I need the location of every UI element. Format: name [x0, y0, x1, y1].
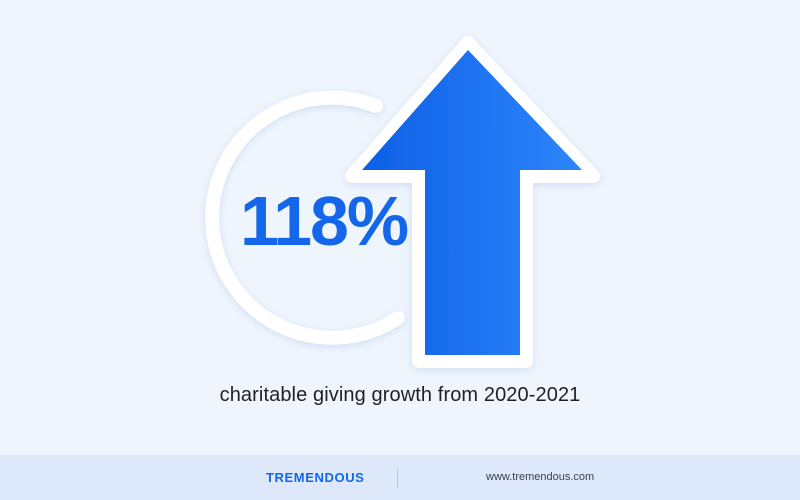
ring-decoration	[205, 90, 405, 345]
stat-caption: charitable giving growth from 2020-2021	[219, 384, 581, 406]
illustration	[205, 36, 600, 368]
footer-divider	[397, 468, 398, 487]
stat-value: 118%	[240, 182, 409, 260]
up-arrow-icon	[345, 36, 600, 368]
brand-logo: TREMENDOUS	[266, 470, 365, 485]
website-link[interactable]: www.tremendous.com	[486, 471, 595, 483]
footer-bar: TREMENDOUS www.tremendous.com	[0, 455, 800, 500]
